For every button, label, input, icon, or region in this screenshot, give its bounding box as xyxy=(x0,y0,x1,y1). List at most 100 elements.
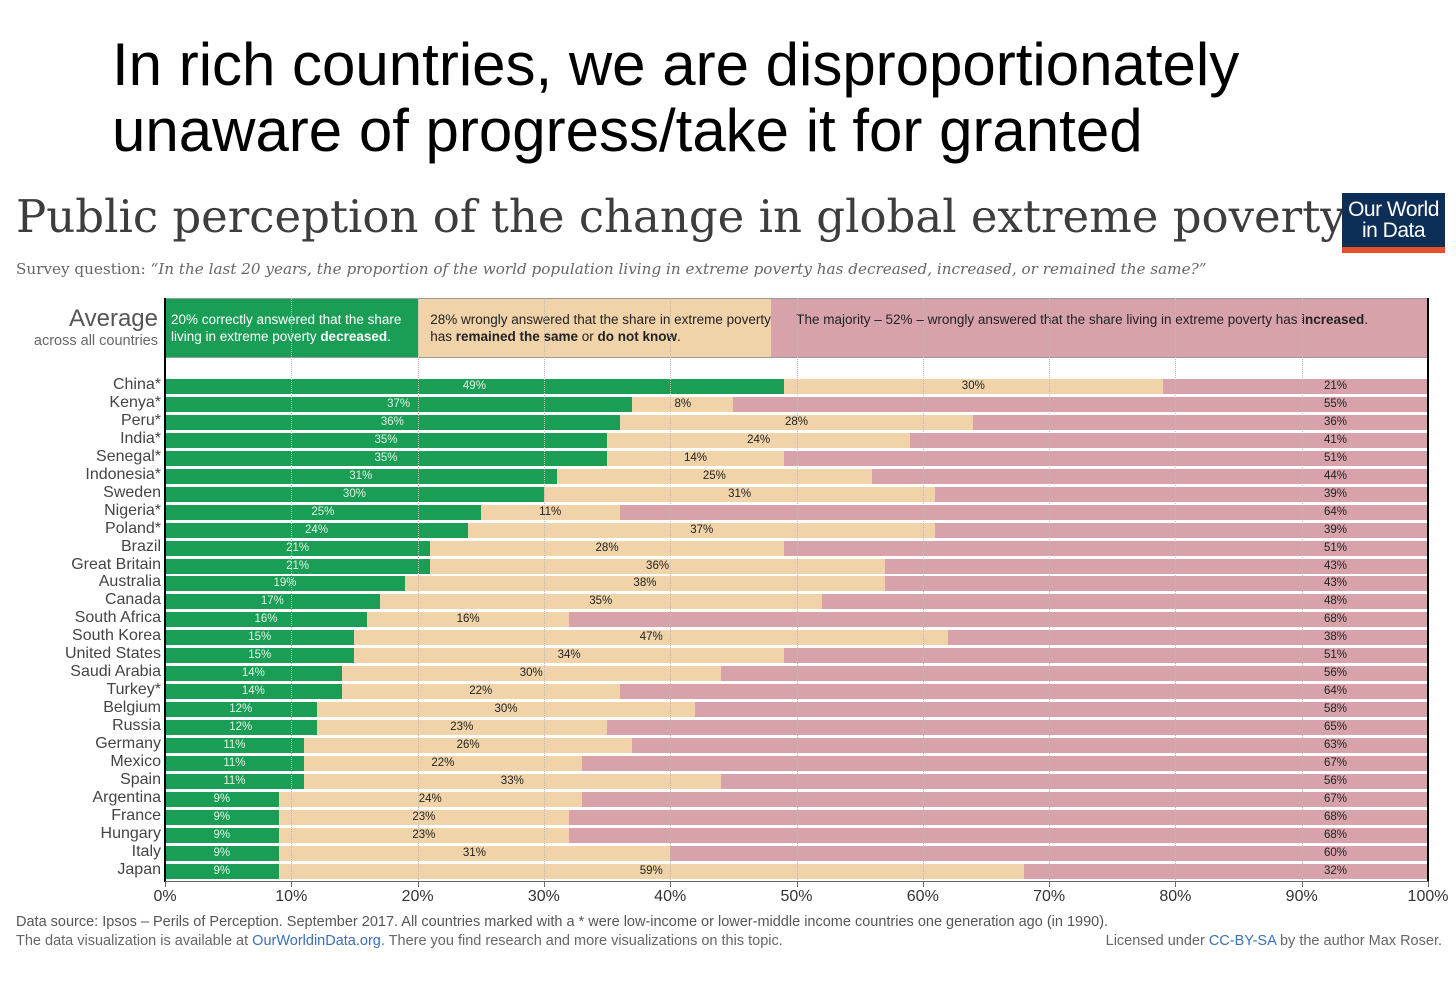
data-label-same: 36% xyxy=(646,559,670,572)
gridline xyxy=(417,298,419,882)
bar-segment-same xyxy=(341,684,620,700)
license-text-b: by the author Max Roser. xyxy=(1275,933,1442,949)
our-world-in-data-logo[interactable]: Our World in Data xyxy=(1342,193,1445,253)
avg-dec-text-b: decreased xyxy=(320,329,388,344)
country-label: Poland* xyxy=(104,519,161,537)
bar-segment-same xyxy=(278,845,671,861)
bar-segment-same xyxy=(543,486,936,502)
footer-viz-text-b: There you find research and more visuali… xyxy=(384,933,783,949)
bar-segment-same xyxy=(303,755,582,771)
x-tick xyxy=(291,881,293,887)
bar-segment-dec xyxy=(165,845,279,861)
country-label: Saudi Arabia xyxy=(70,663,161,681)
bar-row: 25% 11% 64% xyxy=(165,504,1428,520)
bar-segment-same xyxy=(303,773,721,789)
bar-row: 15% 47% 38% xyxy=(165,630,1428,646)
bar-row: 9% 23% 68% xyxy=(165,827,1428,843)
bar-segment-inc xyxy=(619,684,1428,700)
data-label-dec: 16% xyxy=(254,613,278,626)
bar-row: 9% 23% 68% xyxy=(165,809,1428,825)
bar-segment-inc xyxy=(632,738,1428,753)
data-label-dec: 11% xyxy=(223,756,246,769)
bar-row: 19% 38% 43% xyxy=(165,576,1428,592)
chart-title: Public perception of the change in globa… xyxy=(16,190,1346,243)
data-label-inc: 55% xyxy=(1324,397,1348,410)
country-label: Mexico xyxy=(110,752,161,770)
gridline xyxy=(922,298,924,882)
country-label: Great Britain xyxy=(71,555,161,573)
data-label-same: 23% xyxy=(412,828,436,841)
country-label: Peru* xyxy=(120,411,161,429)
footer-visualization-note: The data visualization is available at O… xyxy=(16,933,783,949)
bar-segment-dec xyxy=(165,827,279,843)
avg-inc-text-b: increased xyxy=(1301,312,1365,327)
data-label-same: 59% xyxy=(639,864,663,877)
data-label-same: 34% xyxy=(557,649,581,662)
data-label-dec: 9% xyxy=(213,828,231,841)
headline: In rich countries, we are disproportiona… xyxy=(112,31,1240,164)
country-label: Russia xyxy=(112,717,161,735)
data-label-inc: 41% xyxy=(1324,433,1348,446)
data-label-same: 25% xyxy=(702,469,726,482)
x-tick xyxy=(670,881,672,887)
data-label-same: 30% xyxy=(519,667,543,680)
footer-data-source: Data source: Ipsos – Perils of Perceptio… xyxy=(16,914,1109,930)
data-label-same: 37% xyxy=(690,523,714,536)
data-label-same: 26% xyxy=(456,739,480,751)
logo-accent-bar xyxy=(1342,247,1445,253)
bar-segment-inc xyxy=(733,396,1428,412)
owid-link[interactable]: OurWorldinData.org. xyxy=(252,933,385,949)
chart-plot-area: China* 49% 30% 21% Kenya* 37% 8% 55% Peru* 36% 28%… xyxy=(65,376,1428,879)
gridline xyxy=(1175,298,1177,882)
bar-segment-dec xyxy=(165,648,355,664)
avg-inc-text-a: The majority – 52% – wrongly answered th… xyxy=(796,312,1302,327)
data-label-inc: 64% xyxy=(1324,505,1348,518)
bar-row: 21% 28% 51% xyxy=(165,540,1428,556)
x-tick-label: 90% xyxy=(1285,888,1318,905)
country-label: Belgium xyxy=(103,699,161,717)
x-tick xyxy=(165,881,166,887)
country-label: Hungary xyxy=(100,824,161,842)
x-tick xyxy=(1175,881,1177,887)
x-tick xyxy=(543,881,545,887)
gridline xyxy=(543,298,545,882)
country-label: Sweden xyxy=(103,483,161,501)
data-label-inc: 51% xyxy=(1324,451,1348,464)
bar-segment-same xyxy=(379,594,822,610)
data-label-dec: 35% xyxy=(374,433,398,446)
bar-segment-dec xyxy=(165,720,317,736)
bar-segment-inc xyxy=(783,540,1428,556)
country-label: Spain xyxy=(120,770,161,788)
country-label: China* xyxy=(112,376,161,393)
bar-row: 36% 28% 36% xyxy=(165,414,1428,430)
bar-segment-inc xyxy=(910,432,1428,448)
bar-row: 35% 24% 41% xyxy=(165,432,1428,448)
data-label-dec: 9% xyxy=(213,864,231,877)
bar-segment-dec xyxy=(165,684,342,700)
bar-segment-dec xyxy=(165,396,633,412)
bar-segment-inc xyxy=(607,720,1428,736)
data-label-inc: 39% xyxy=(1324,487,1348,500)
data-label-dec: 14% xyxy=(241,685,265,698)
data-label-inc: 43% xyxy=(1324,559,1348,572)
bar-row: 11% 22% 67% xyxy=(165,755,1428,771)
license-text-a: Licensed under xyxy=(1105,933,1209,949)
data-label-same: 22% xyxy=(469,685,493,698)
avg-inc-text-c: . xyxy=(1364,312,1369,327)
data-label-inc: 21% xyxy=(1324,380,1348,392)
x-tick xyxy=(1049,881,1051,887)
data-label-inc: 63% xyxy=(1324,739,1348,751)
data-label-same: 24% xyxy=(418,792,442,805)
data-label-inc: 51% xyxy=(1324,541,1348,554)
cc-by-sa-link[interactable]: CC-BY-SA xyxy=(1208,933,1276,949)
bar-row: 21% 36% 43% xyxy=(165,558,1428,574)
data-label-dec: 24% xyxy=(305,523,329,536)
bar-segment-dec xyxy=(165,379,784,394)
data-label-dec: 9% xyxy=(213,846,231,859)
data-label-inc: 48% xyxy=(1324,595,1348,608)
bar-segment-dec xyxy=(165,450,608,466)
bar-segment-inc xyxy=(783,450,1428,466)
bar-segment-inc xyxy=(1162,379,1428,394)
x-tick-label: 30% xyxy=(527,888,560,905)
country-label: Senegal* xyxy=(96,447,161,465)
